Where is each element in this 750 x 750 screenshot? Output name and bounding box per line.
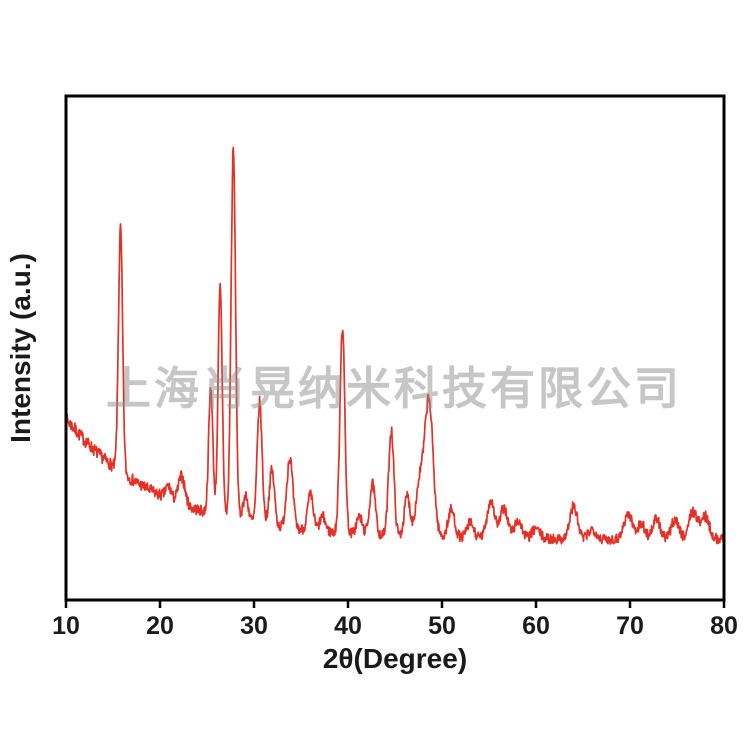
- x-axis-label: 2θ(Degree): [323, 643, 467, 674]
- x-tick-label: 50: [428, 612, 456, 640]
- y-axis-label: Intensity (a.u.): [5, 253, 36, 443]
- x-tick-label: 20: [146, 612, 174, 640]
- plot-border: [64, 94, 726, 602]
- x-tick-label: 60: [522, 612, 550, 640]
- x-tick-label: 30: [240, 612, 268, 640]
- xrd-trace: [65, 146, 725, 545]
- x-tick-label: 80: [710, 612, 738, 640]
- x-tick-label: 40: [334, 612, 362, 640]
- x-tick-label: 70: [616, 612, 644, 640]
- x-axis-ticks: 10 20 30 40 50 60 70 80: [52, 600, 738, 640]
- x-tick-label: 10: [52, 612, 80, 640]
